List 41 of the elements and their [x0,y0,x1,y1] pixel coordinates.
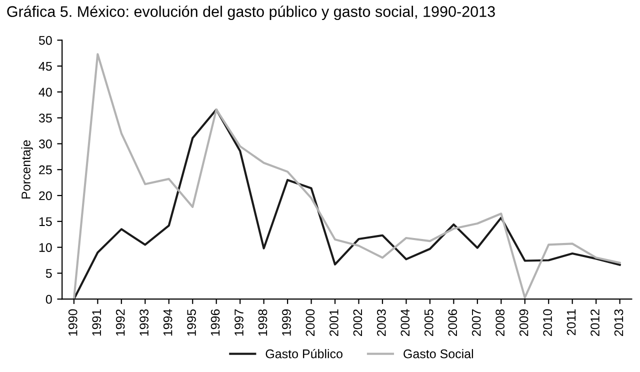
x-tick-label: 2007 [472,309,481,336]
x-tick-label: 2010 [543,309,552,336]
x-tick-label: 1992 [116,309,125,336]
x-tick-label: 1995 [187,309,196,336]
x-tick-label: 2006 [448,309,458,336]
x-tick-label: 2012 [590,309,600,336]
y-tick-label: 40 [38,88,52,97]
y-tick-label: 50 [38,36,52,45]
x-tick-label: 2002 [353,309,362,336]
legend-label: Gasto Público [266,348,342,358]
y-tick-label: 5 [46,269,52,278]
x-tick-label: 2008 [496,309,504,336]
legend-label: Gasto Social [404,349,474,358]
chart-title: Gráfica 5. México: evolución del gasto público y gasto social, 1990-2013 [7,6,495,20]
x-tick-label: 1990 [68,309,78,336]
x-tick-label: 2011 [566,309,576,336]
y-axis-title: Porcentaje [21,140,33,198]
y-tick-label: 10 [39,243,52,252]
y-tick-label: 45 [38,62,52,71]
line-series [72,108,621,300]
x-tick-label: 2004 [400,309,410,336]
x-tick-label: 2001 [330,309,338,336]
y-tick-label: 20 [39,191,52,200]
x-tick-label: 1998 [258,309,268,336]
y-tick-label: 35 [38,114,52,122]
y-tick-label: 0 [46,294,52,304]
x-tick-label: 1991 [92,309,102,336]
y-tick-label: 15 [39,217,52,226]
y-tick-label: 25 [39,165,52,174]
x-tick-label: 1994 [163,309,172,336]
x-tick-label: 1993 [140,309,148,336]
x-tick-label: 2013 [614,309,624,336]
y-tick-label: 30 [38,140,52,148]
x-tick-label: 1999 [282,309,291,336]
x-tick-label: 1996 [210,309,220,336]
x-tick-label: 2009 [519,309,528,336]
x-tick-label: 2005 [424,309,434,336]
x-tick-label: 2000 [306,309,315,336]
line-series [72,53,621,300]
x-tick-label: 1997 [234,309,244,336]
x-tick-label: 2003 [376,309,386,336]
